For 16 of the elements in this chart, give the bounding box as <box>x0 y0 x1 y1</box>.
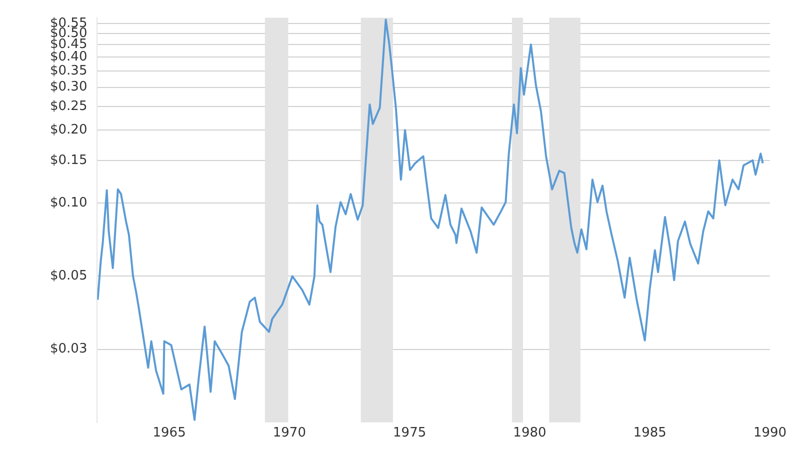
y-tick-label: $0.30 <box>50 80 88 95</box>
x-tick-label: 1965 <box>152 426 186 441</box>
y-tick-label: $0.10 <box>50 196 88 211</box>
y-tick-label: $0.20 <box>50 122 88 138</box>
x-tick-label: 1970 <box>272 426 306 441</box>
y-tick-label: $0.15 <box>50 152 88 168</box>
y-tick-label: $0.05 <box>50 268 88 284</box>
y-tick-label: $0.03 <box>50 342 88 357</box>
x-tick-label: 1980 <box>513 426 546 441</box>
y-tick-label: $0.45 <box>50 36 88 52</box>
y-tick-label: $0.40 <box>50 49 88 64</box>
y-tick-label: $0.35 <box>50 63 88 78</box>
x-tick-label: 1975 <box>393 426 426 441</box>
x-tick-label: 1985 <box>633 426 666 441</box>
x-tick-label: 1990 <box>753 426 787 441</box>
y-tick-label: $0.25 <box>50 98 88 114</box>
